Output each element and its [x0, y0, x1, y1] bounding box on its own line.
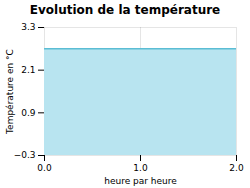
- svg-text:−0.3: −0.3: [14, 150, 36, 160]
- svg-text:3.3: 3.3: [21, 22, 35, 32]
- svg-text:Température en °C: Température en °C: [5, 49, 15, 135]
- svg-text:2.1: 2.1: [21, 65, 35, 75]
- svg-text:2.0: 2.0: [229, 163, 244, 173]
- svg-text:0.9: 0.9: [21, 108, 36, 118]
- svg-text:0.0: 0.0: [37, 163, 52, 173]
- html-text:Evolution de la température: Evolution de la température: [29, 3, 221, 17]
- svg-text:heure par heure: heure par heure: [104, 176, 177, 186]
- svg-text:1.0: 1.0: [133, 163, 148, 173]
